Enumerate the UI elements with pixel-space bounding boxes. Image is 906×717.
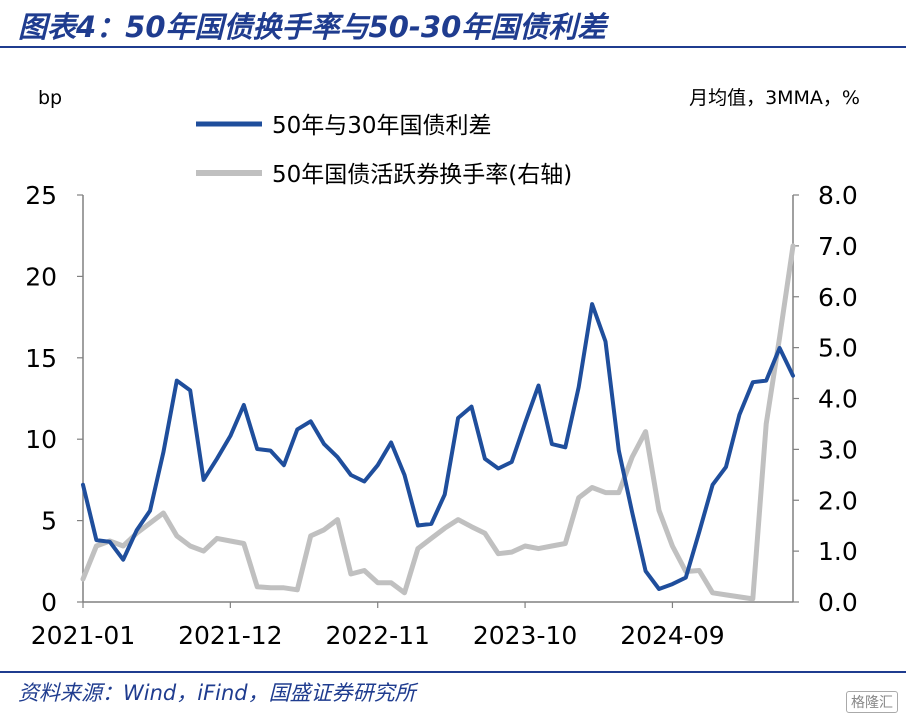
title-divider <box>0 46 906 48</box>
right-tick-label: 6.0 <box>818 283 858 312</box>
right-tick-label: 8.0 <box>818 181 858 210</box>
series-line-spread <box>81 302 795 591</box>
footer-divider <box>0 671 906 673</box>
right-tick-label: 3.0 <box>818 435 858 464</box>
series-lines <box>80 243 796 602</box>
right-tick-label: 0.0 <box>818 588 858 617</box>
left-tick-label: 5 <box>41 507 57 536</box>
right-tick-label: 4.0 <box>818 385 858 414</box>
left-tick-label: 0 <box>41 588 57 617</box>
x-tick-label: 2024-09 <box>620 621 724 650</box>
series-line-turnover <box>80 243 796 602</box>
right-tick-label: 2.0 <box>818 486 858 515</box>
legend: 50年与30年国债利差 50年国债活跃券换手率(右轴) <box>196 113 572 188</box>
x-tick-label: 2021-01 <box>31 621 135 650</box>
left-tick-label: 20 <box>25 262 57 291</box>
source-note: 资料来源：Wind，iFind，国盛证券研究所 <box>18 681 416 705</box>
left-tick-label: 10 <box>25 425 57 454</box>
x-tick-label: 2023-10 <box>473 621 577 650</box>
right-axis-unit: 月均值，3MMA，% <box>689 87 860 109</box>
right-tick-label: 5.0 <box>818 334 858 363</box>
right-tick-label: 1.0 <box>818 537 858 566</box>
watermark: 格隆汇 <box>846 691 898 713</box>
x-tick-label: 2022-11 <box>325 621 429 650</box>
legend-label-turnover: 50年国债活跃券换手率(右轴) <box>272 162 572 188</box>
x-tick-label: 2021-12 <box>178 621 282 650</box>
left-tick-label: 25 <box>25 181 57 210</box>
page-title: 图表4：50年国债换手率与50-30年国债利差 <box>18 10 607 44</box>
right-tick-label: 7.0 <box>818 232 858 261</box>
axes: 0 5 10 15 20 25 0.0 1.0 2.0 3.0 4.0 5.0 6.0 7.0 8.0 202… <box>25 181 858 650</box>
left-axis-unit: bp <box>38 87 62 109</box>
left-tick-label: 15 <box>25 344 57 373</box>
legend-label-spread: 50年与30年国债利差 <box>272 113 492 139</box>
